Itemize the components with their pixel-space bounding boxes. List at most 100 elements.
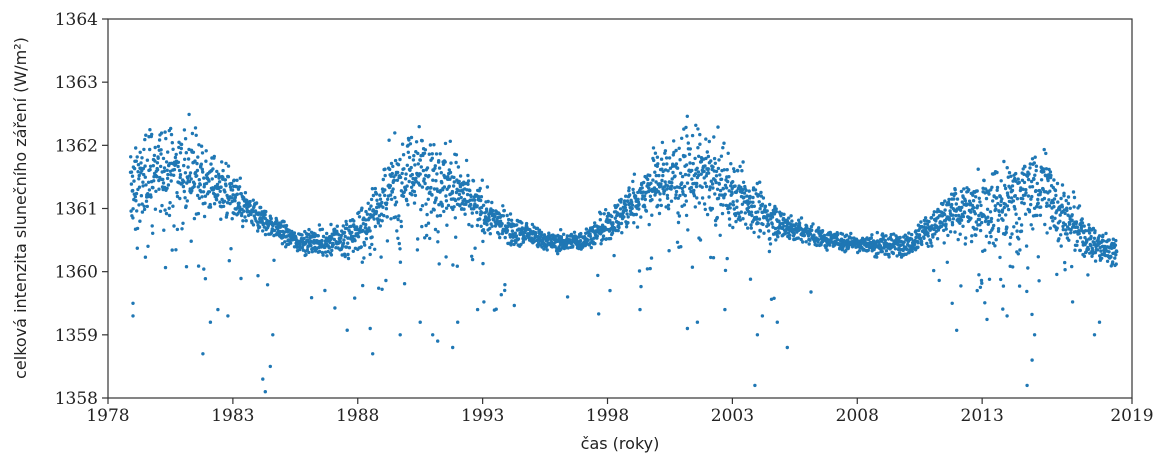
data-point: [428, 143, 433, 147]
data-point: [759, 190, 763, 195]
data-point: [919, 220, 923, 224]
data-point: [659, 157, 664, 161]
data-point: [207, 190, 212, 194]
data-point: [508, 235, 513, 239]
data-point: [1010, 232, 1014, 236]
data-point: [135, 209, 139, 213]
data-point: [631, 191, 636, 195]
data-point: [967, 188, 971, 192]
data-point: [705, 212, 710, 217]
data-point: [169, 179, 173, 183]
data-point: [398, 175, 403, 180]
data-point: [768, 202, 772, 207]
data-point: [1033, 155, 1037, 159]
data-point: [151, 231, 155, 235]
data-point: [436, 240, 440, 244]
data-point: [661, 173, 665, 178]
data-point: [731, 225, 735, 230]
data-point: [712, 135, 716, 139]
data-point: [1001, 284, 1006, 288]
data-point: [731, 180, 735, 184]
data-point: [926, 231, 930, 235]
data-point: [368, 245, 372, 250]
data-point: [1036, 255, 1041, 259]
data-point: [131, 188, 135, 193]
data-point: [1014, 212, 1018, 216]
data-point: [633, 194, 638, 198]
data-point: [1066, 195, 1071, 199]
data-point: [984, 196, 989, 201]
data-point: [748, 194, 752, 199]
data-point: [494, 307, 498, 311]
data-point: [1069, 228, 1073, 232]
data-point: [243, 215, 247, 219]
data-point: [140, 156, 144, 160]
data-point: [237, 201, 241, 205]
data-point: [1026, 266, 1030, 270]
data-point: [471, 179, 476, 183]
data-point: [226, 175, 231, 179]
data-point: [505, 228, 510, 233]
data-point: [150, 132, 154, 137]
data-point: [501, 204, 505, 208]
data-point: [959, 218, 964, 222]
data-point: [306, 244, 311, 248]
data-point: [1062, 194, 1066, 198]
data-point: [130, 174, 135, 178]
data-point: [196, 193, 200, 198]
data-point: [617, 225, 621, 230]
data-point: [309, 244, 313, 248]
data-point: [408, 168, 412, 172]
data-point: [162, 228, 166, 232]
data-point: [391, 187, 395, 191]
data-point: [164, 211, 169, 216]
data-point: [849, 236, 854, 240]
y-tick-label: 1360: [55, 263, 98, 283]
data-point: [708, 188, 712, 192]
data-point: [307, 227, 311, 232]
data-point: [1001, 307, 1005, 311]
data-point: [645, 267, 650, 271]
data-point: [1070, 300, 1075, 304]
data-point: [389, 217, 393, 221]
data-point: [140, 210, 145, 214]
data-point: [1028, 185, 1032, 189]
data-point: [616, 203, 620, 207]
data-point: [487, 215, 491, 219]
data-point: [610, 214, 614, 219]
data-point: [251, 198, 255, 202]
data-point: [426, 197, 430, 201]
data-point: [183, 196, 187, 200]
data-point: [1019, 223, 1024, 227]
data-point: [700, 185, 704, 189]
data-point: [272, 228, 277, 233]
data-point: [218, 189, 222, 193]
data-point: [983, 219, 988, 224]
data-point: [704, 156, 708, 161]
data-point: [1021, 197, 1025, 201]
data-point: [228, 201, 232, 206]
data-point: [152, 179, 156, 183]
data-point: [1065, 232, 1069, 236]
data-point: [732, 167, 736, 171]
data-point: [727, 175, 731, 179]
data-point: [159, 148, 163, 152]
data-point: [367, 207, 372, 211]
data-point: [186, 165, 190, 169]
data-point: [450, 189, 455, 194]
data-point: [420, 204, 425, 208]
data-point: [630, 206, 634, 211]
data-point: [765, 209, 769, 213]
data-point: [368, 229, 372, 233]
data-point: [1027, 172, 1031, 176]
data-point: [256, 229, 260, 233]
data-point: [696, 170, 701, 174]
data-point: [983, 248, 987, 252]
data-point: [491, 208, 495, 213]
data-point: [378, 193, 382, 197]
data-point: [234, 185, 239, 189]
data-point: [520, 226, 524, 230]
data-point: [820, 229, 825, 233]
data-point: [753, 188, 758, 192]
data-point: [975, 288, 979, 293]
